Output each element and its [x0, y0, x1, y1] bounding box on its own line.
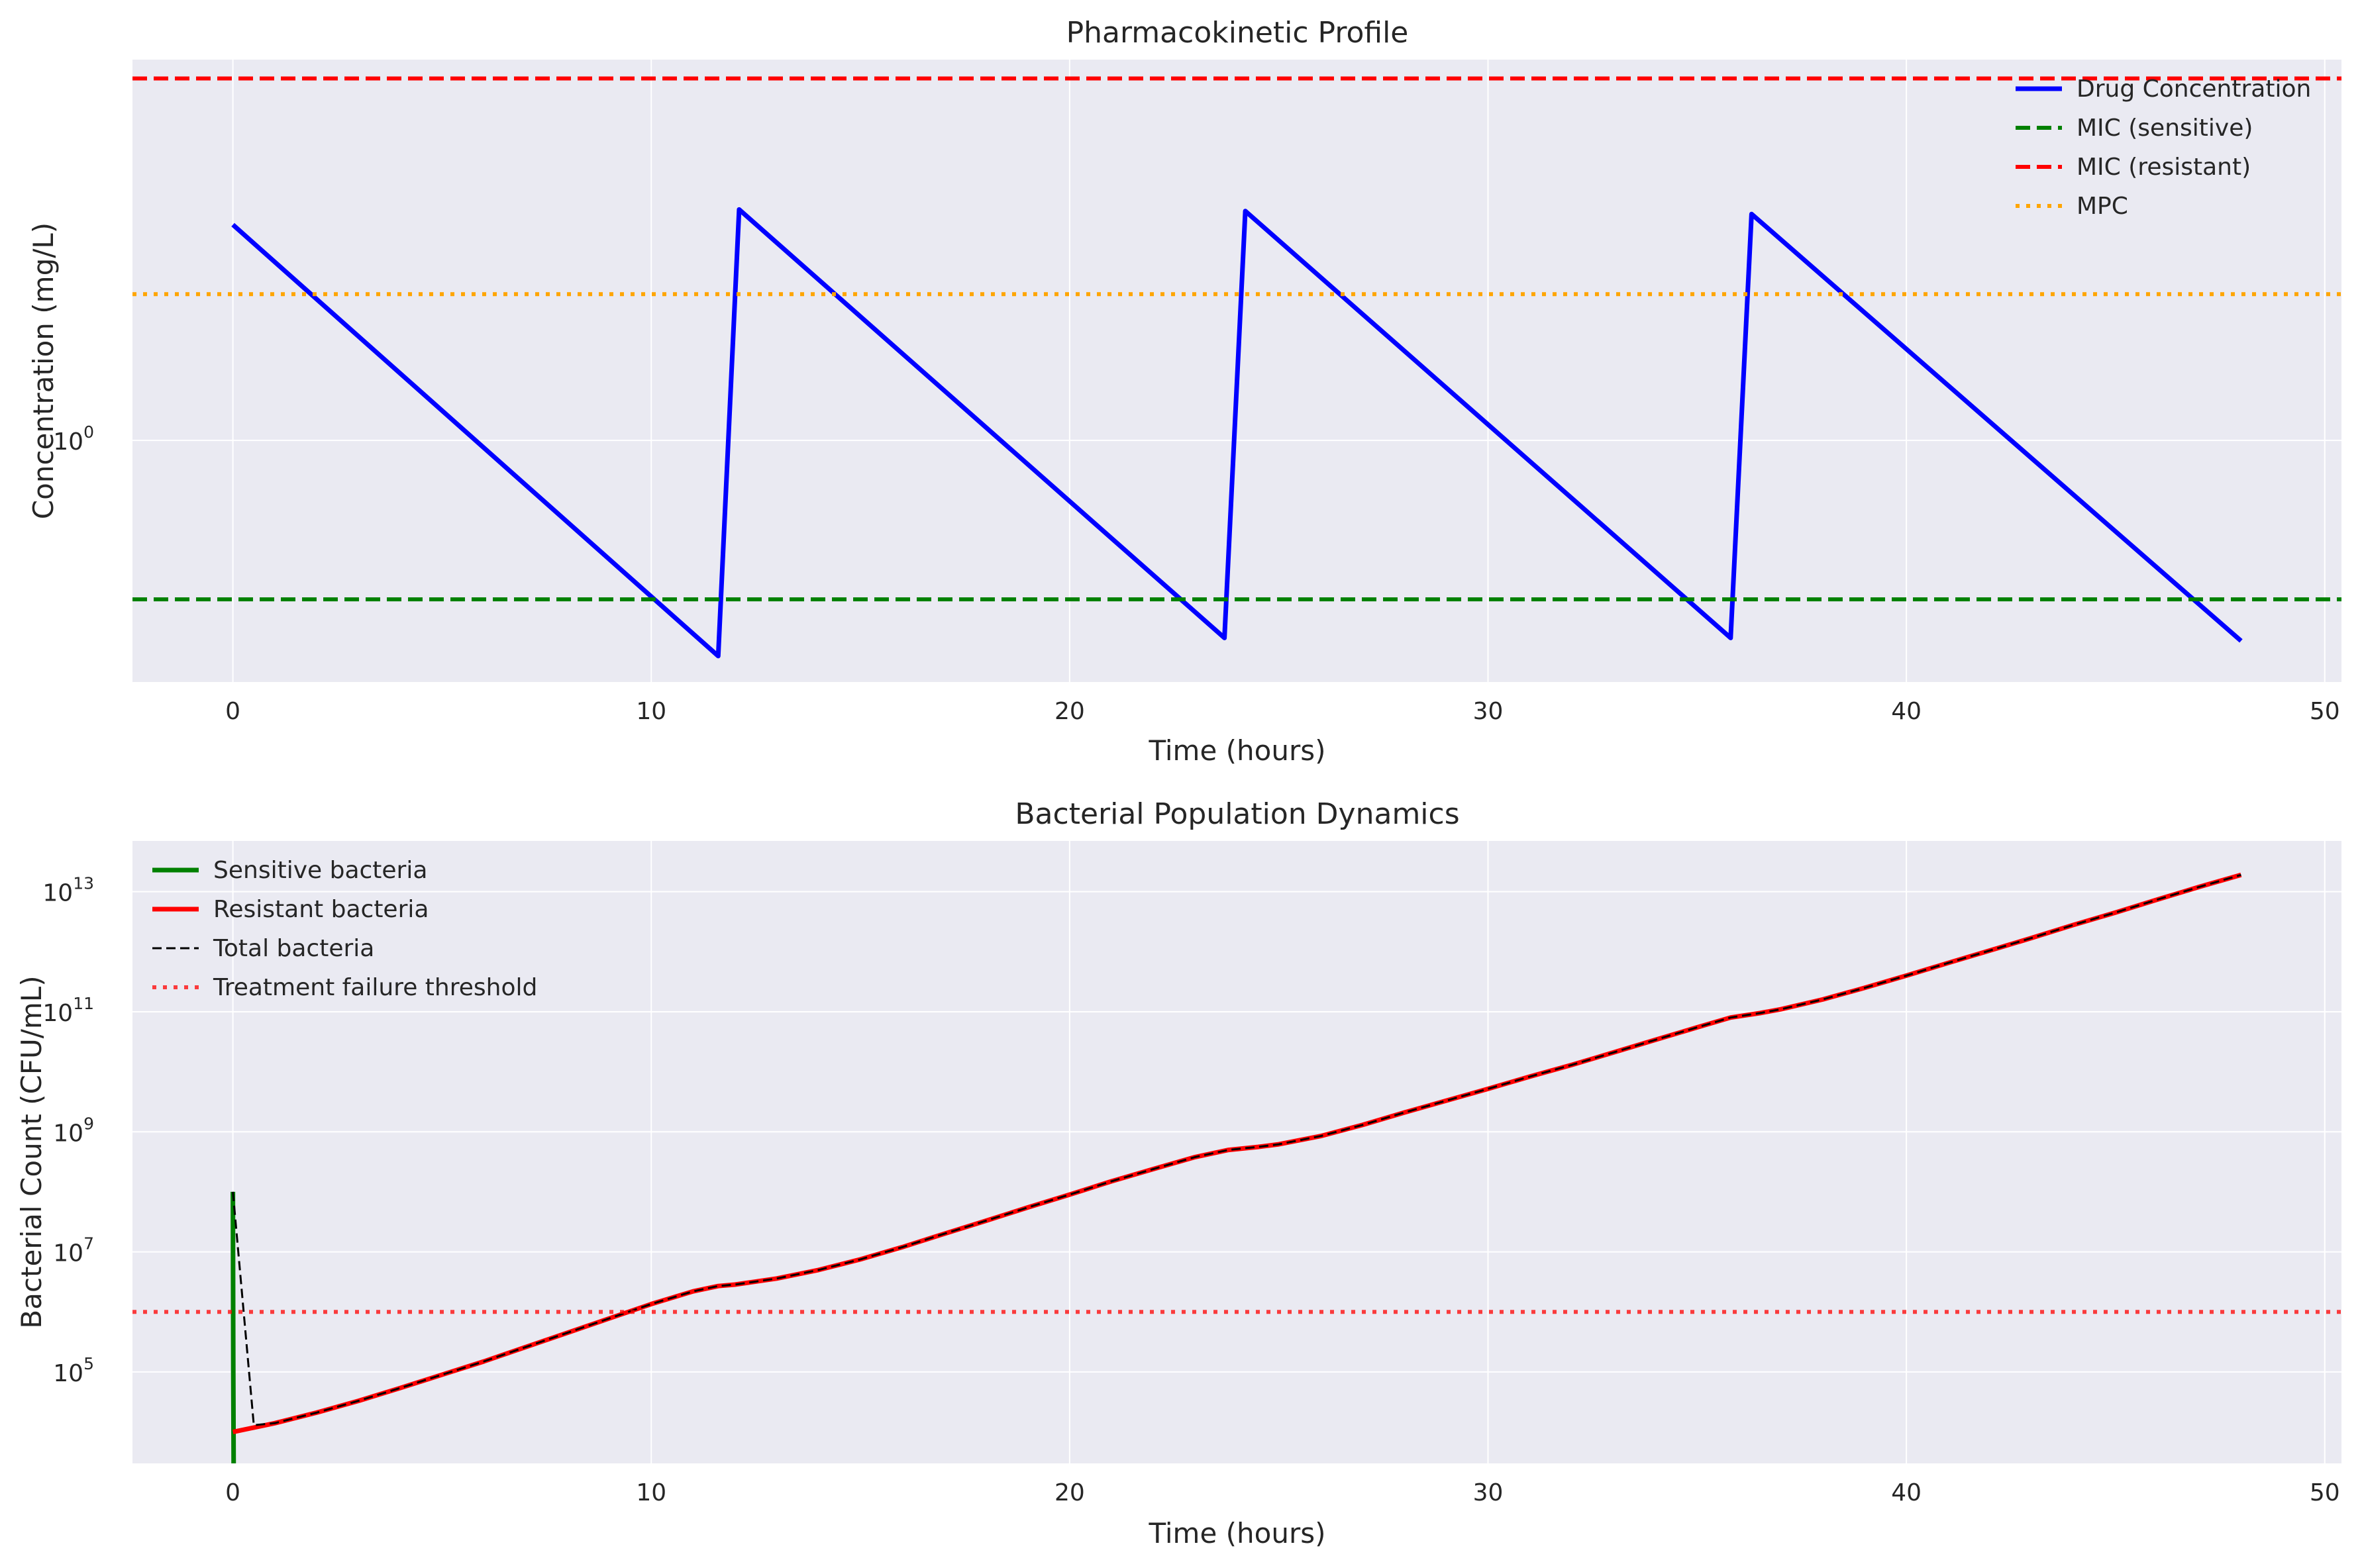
pk-x-label: Time (hours) — [1149, 734, 1326, 767]
bacteria-x-tick-label: 30 — [1473, 1479, 1504, 1506]
pk-x-tick-label: 40 — [1891, 698, 1922, 725]
bacteria-panel: 0 10 20 30 40 50 105 107 109 1011 1013 Bacterial … — [15, 797, 2341, 1549]
pk-title: Pharmacokinetic Profile — [1066, 16, 1409, 50]
bacteria-y-tick-label: 1011 — [42, 994, 94, 1027]
pk-x-tick-label: 20 — [1054, 698, 1085, 725]
pk-series-0 — [231, 207, 2243, 659]
bacteria-x-grid — [232, 841, 2326, 1463]
bacteria-series-0 — [231, 1191, 236, 1463]
pk-legend: Drug Concentration MIC (sensitive) MIC (re… — [2016, 75, 2311, 220]
pk-legend-label: MIC (sensitive) — [2077, 115, 2253, 142]
bacteria-y-tick-label: 109 — [53, 1114, 94, 1147]
bacteria-x-tick-label: 0 — [225, 1479, 240, 1506]
bacteria-x-tick-label: 20 — [1054, 1479, 1085, 1506]
bacteria-series — [132, 872, 2341, 1463]
pk-y-label: Concentration (mg/L) — [27, 222, 60, 519]
pk-y-tick-label: 100 — [53, 422, 94, 456]
bacteria-x-label: Time (hours) — [1149, 1517, 1326, 1549]
bacteria-legend: Sensitive bacteria Resistant bacteria Tota… — [152, 857, 537, 1001]
bacteria-x-tick-label: 50 — [2310, 1479, 2340, 1506]
bacteria-plot-background — [132, 841, 2341, 1463]
bacteria-title: Bacterial Population Dynamics — [1015, 797, 1459, 831]
pk-x-tick-label: 50 — [2310, 698, 2340, 725]
pk-legend-label: MIC (resistant) — [2077, 154, 2251, 181]
bacteria-y-grid — [132, 891, 2341, 1373]
pk-y-ticks: 100 — [53, 422, 94, 456]
pk-x-tick-label: 0 — [225, 698, 240, 725]
bacteria-x-tick-label: 10 — [636, 1479, 666, 1506]
bacteria-x-tick-label: 40 — [1891, 1479, 1922, 1506]
pk-legend-label: MPC — [2077, 193, 2128, 220]
bacteria-legend-label: Total bacteria — [213, 935, 374, 962]
pk-x-tick-label: 30 — [1473, 698, 1504, 725]
bacteria-y-label: Bacterial Count (CFU/mL) — [15, 975, 48, 1328]
bacteria-series-2 — [232, 873, 2241, 1426]
bacteria-y-tick-label: 107 — [53, 1234, 94, 1267]
bacteria-legend-label: Sensitive bacteria — [213, 857, 427, 884]
pk-x-ticks: 0 10 20 30 40 50 — [225, 698, 2340, 725]
bacteria-x-ticks: 0 10 20 30 40 50 — [225, 1479, 2340, 1506]
bacteria-legend-label: Treatment failure threshold — [213, 974, 537, 1001]
bacteria-y-tick-label: 1013 — [42, 874, 94, 907]
bacteria-y-ticks: 105 107 109 1011 1013 — [42, 874, 94, 1387]
pk-series — [132, 76, 2341, 659]
bacteria-legend-label: Resistant bacteria — [213, 896, 429, 923]
pk-legend-label: Drug Concentration — [2077, 75, 2311, 103]
pk-profile-panel: 0 10 20 30 40 50 100 Pharmacokinetic Profile … — [27, 16, 2341, 767]
bacteria-y-tick-label: 105 — [53, 1354, 94, 1387]
pk-x-tick-label: 10 — [636, 698, 666, 725]
pk-x-grid — [232, 60, 2326, 682]
